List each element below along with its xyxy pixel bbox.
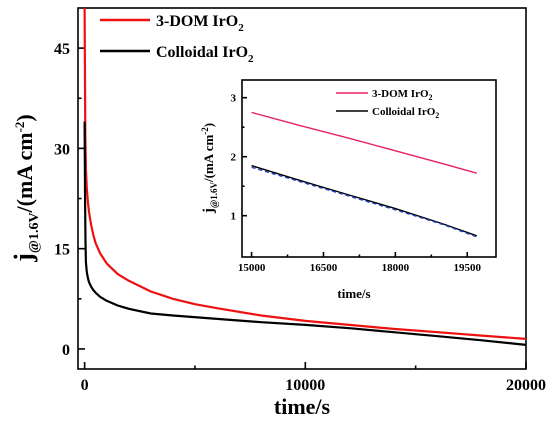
- inset-x-axis-title: time/s: [337, 286, 370, 301]
- x-tick-label: 15000: [238, 262, 266, 274]
- inset-legend-label-colloidal-sub: 2: [435, 111, 439, 120]
- x-tick-label: 0: [81, 377, 89, 394]
- y-tick-label: 2: [231, 152, 237, 164]
- main-series-line-0: [83, 7, 527, 340]
- inset-legend-label-colloidal: Colloidal IrO2: [372, 106, 439, 120]
- y-tick-label: 1: [231, 211, 237, 223]
- x-tick-label: 18000: [382, 262, 410, 274]
- inset-legend: 3-DOM IrO2 Colloidal IrO2: [336, 88, 439, 120]
- main-legend: 3-DOM IrO2 Colloidal IrO2: [100, 13, 254, 65]
- main-series-line-1: [83, 121, 527, 346]
- inset-series-layer: [251, 111, 478, 238]
- inset-legend-label-3dom-sub: 2: [429, 93, 433, 102]
- inset-y-axis-title-main: j: [201, 208, 217, 214]
- inset-plot-frame: [241, 79, 497, 258]
- inset-y-axis-title-sub: @1.6V: [209, 182, 219, 209]
- inset-y-axis-title-exp: -2: [200, 127, 210, 135]
- legend-label-3dom: 3-DOM IrO2: [156, 13, 244, 34]
- inset-legend-label-colloidal-text: Colloidal IrO: [372, 106, 436, 118]
- inset-series-line-0: [251, 111, 477, 174]
- y-axis-title-unit: /(mA cm: [12, 132, 37, 213]
- y-axis-title-close: ): [12, 114, 37, 121]
- inset-y-axis-title: j@1.6V/(mA cm-2): [200, 123, 219, 214]
- y-tick-label: 3: [231, 93, 237, 105]
- y-axis-title: j@1.6V/(mA cm-2): [9, 114, 42, 263]
- main-plot-frame: [77, 7, 527, 370]
- x-tick-label: 10000: [285, 377, 325, 394]
- x-tick-label: 20000: [506, 377, 546, 394]
- legend-label-colloidal: Colloidal IrO2: [156, 44, 254, 65]
- y-axis-title-main: j: [9, 253, 38, 263]
- inset-series-line-2: [251, 166, 478, 238]
- y-tick-label: 0: [62, 342, 70, 359]
- inset-axis-ticks: 15000 16500 18000 19500 1 2 3: [231, 93, 482, 274]
- legend-label-3dom-text: 3-DOM IrO: [156, 13, 238, 30]
- inset-legend-label-3dom-text: 3-DOM IrO: [372, 88, 429, 100]
- main-axis-ticks: 0 10000 20000 0 15 30 45: [54, 41, 546, 394]
- inset-y-axis-title-close: ): [201, 123, 216, 127]
- inset-legend-label-3dom: 3-DOM IrO2: [372, 88, 433, 102]
- y-tick-label: 30: [54, 141, 70, 158]
- main-series-layer: [83, 7, 527, 346]
- legend-label-colloidal-text: Colloidal IrO: [156, 44, 248, 61]
- x-axis-title: time/s: [274, 394, 331, 419]
- x-tick-label: 19500: [453, 262, 481, 274]
- legend-label-3dom-sub: 2: [238, 22, 244, 34]
- y-tick-label: 45: [54, 41, 70, 58]
- inset-plot: 15000 16500 18000 19500 1 2 3 j@1.6V/(mA cm-2)…: [194, 70, 504, 301]
- y-tick-label: 15: [54, 242, 70, 259]
- inset-y-axis-title-unit: /(mA cm: [201, 135, 216, 183]
- legend-label-colloidal-sub: 2: [248, 53, 254, 65]
- x-tick-label: 16500: [310, 262, 338, 274]
- inset-background: [194, 70, 504, 300]
- y-axis-title-exp: -2: [12, 122, 27, 133]
- y-axis-title-sub: @1.6V: [27, 212, 42, 253]
